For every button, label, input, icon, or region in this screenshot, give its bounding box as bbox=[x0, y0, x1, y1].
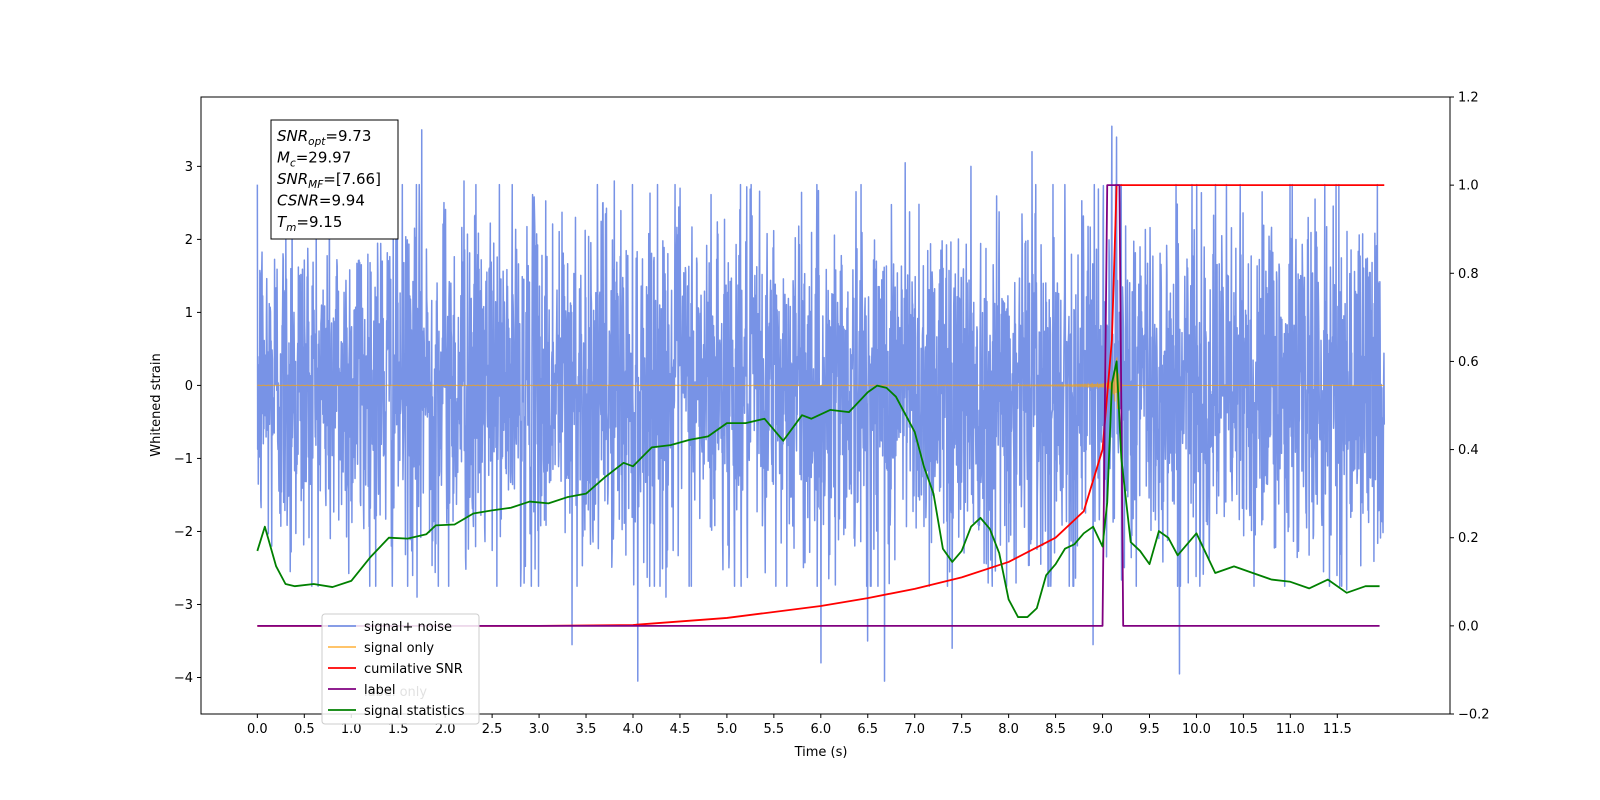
y-tick-label: −1 bbox=[174, 452, 193, 467]
annotation-box: SNRopt=9.73Mc=29.97SNRMF=[7.66]CSNR=9.94… bbox=[270, 119, 399, 240]
x-tick-label: 3.5 bbox=[576, 722, 597, 737]
x-tick-label: 7.0 bbox=[904, 722, 925, 737]
x-tick-label: 5.0 bbox=[717, 722, 738, 737]
legend-label: signal+ noise bbox=[364, 620, 452, 635]
legend-overlay-text: label only bbox=[364, 685, 427, 700]
y-tick-label: 3 bbox=[185, 160, 193, 175]
y2-tick-label: 0.0 bbox=[1458, 619, 1479, 634]
x-tick-label: 8.0 bbox=[998, 722, 1019, 737]
y-tick-label: −3 bbox=[174, 598, 193, 613]
x-tick-label: 6.5 bbox=[857, 722, 878, 737]
x-tick-label: 10.0 bbox=[1182, 722, 1211, 737]
y-tick-label: 1 bbox=[185, 306, 193, 321]
x-tick-label: 2.0 bbox=[435, 722, 456, 737]
y-axis-left: −4 −3 −2 −1 0 1 2 3 bbox=[174, 160, 201, 686]
y2-tick-label: −0.2 bbox=[1458, 708, 1490, 723]
x-axis: 0.0 0.5 1.0 1.5 2.0 2.5 3.0 3.5 4.0 4.5 5.0 5.5 6.0 6… bbox=[247, 714, 1352, 737]
x-tick-label: 8.5 bbox=[1045, 722, 1066, 737]
annotation-line: Tm=9.15 bbox=[277, 213, 342, 234]
series-label bbox=[257, 184, 1380, 627]
y2-tick-label: 1.0 bbox=[1458, 179, 1479, 194]
y-axis-label: Whitened strain bbox=[149, 353, 164, 456]
y-tick-label: −2 bbox=[174, 525, 193, 540]
y2-tick-label: 1.2 bbox=[1458, 91, 1479, 106]
x-tick-label: 5.5 bbox=[764, 722, 785, 737]
x-tick-label: 2.5 bbox=[482, 722, 503, 737]
x-tick-label: 4.5 bbox=[670, 722, 691, 737]
y2-tick-label: 0.6 bbox=[1458, 355, 1479, 370]
annotation-line: SNRopt=9.73 bbox=[277, 127, 371, 148]
legend: label only signal+ noise signal only cumila… bbox=[321, 613, 480, 725]
y2-tick-label: 0.8 bbox=[1458, 267, 1479, 282]
legend-label: cumilative SNR bbox=[364, 662, 463, 677]
x-tick-label: 4.0 bbox=[623, 722, 644, 737]
x-tick-label: 3.0 bbox=[529, 722, 550, 737]
x-tick-label: 11.0 bbox=[1276, 722, 1305, 737]
series-signal-only bbox=[257, 356, 1385, 409]
y-tick-label: −4 bbox=[174, 671, 193, 686]
y-tick-label: 2 bbox=[185, 233, 193, 248]
x-tick-label: 1.0 bbox=[341, 722, 362, 737]
y2-tick-label: 0.4 bbox=[1458, 443, 1479, 458]
legend-frame bbox=[321, 613, 480, 725]
x-tick-label: 0.0 bbox=[247, 722, 268, 737]
x-tick-label: 0.5 bbox=[294, 722, 315, 737]
series-signal-statistics bbox=[256, 360, 1380, 618]
series-cumilative-snr bbox=[257, 184, 1385, 627]
y-tick-label: 0 bbox=[185, 379, 193, 394]
axes-frame bbox=[200, 96, 1451, 715]
legend-label: signal statistics bbox=[364, 704, 465, 719]
y-axis-right: −0.2 0.0 0.2 0.4 0.6 0.8 1.0 1.2 bbox=[1450, 91, 1490, 723]
x-axis-label: Time (s) bbox=[794, 745, 848, 760]
x-tick-label: 9.5 bbox=[1139, 722, 1160, 737]
x-tick-label: 11.5 bbox=[1323, 722, 1352, 737]
series-signal-noise bbox=[256, 125, 1386, 682]
x-tick-label: 10.5 bbox=[1229, 722, 1258, 737]
x-tick-label: 6.0 bbox=[810, 722, 831, 737]
annotation-line: Mc=29.97 bbox=[277, 149, 351, 170]
annotation-line: SNRMF=[7.66] bbox=[277, 170, 381, 191]
x-tick-label: 7.5 bbox=[951, 722, 972, 737]
y2-tick-label: 0.2 bbox=[1458, 531, 1479, 546]
annotation-frame bbox=[270, 119, 399, 240]
x-tick-label: 1.5 bbox=[388, 722, 409, 737]
legend-label: signal only bbox=[364, 641, 434, 656]
annotation-line: CSNR=9.94 bbox=[277, 192, 365, 210]
legend-label: label bbox=[364, 683, 395, 698]
x-tick-label: 9.0 bbox=[1092, 722, 1113, 737]
plot-area bbox=[256, 125, 1386, 682]
